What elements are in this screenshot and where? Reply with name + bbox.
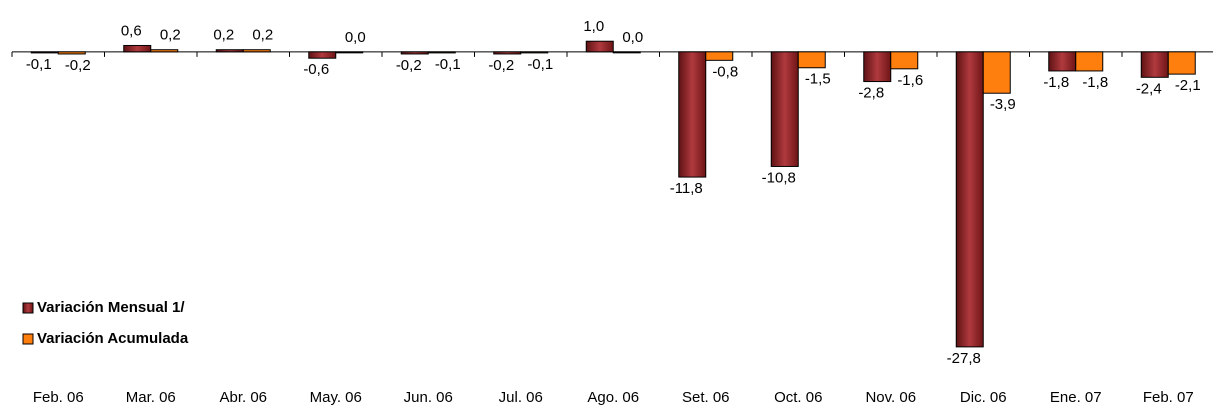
x-tick-label: Dic. 06 bbox=[960, 389, 1007, 406]
bar bbox=[30, 51, 59, 54]
x-tick-label: May. 06 bbox=[310, 389, 362, 406]
x-tick-label: Abr. 06 bbox=[219, 389, 267, 406]
value-label: -0,2 bbox=[65, 57, 91, 74]
value-label: 0,2 bbox=[252, 27, 273, 44]
value-label: -0,6 bbox=[303, 61, 329, 78]
value-label: -2,1 bbox=[1175, 77, 1201, 94]
value-label: 1,0 bbox=[583, 18, 604, 35]
bar bbox=[955, 51, 984, 348]
value-label: -1,8 bbox=[1082, 74, 1108, 91]
value-label: -0,2 bbox=[488, 57, 514, 74]
bar bbox=[1167, 51, 1196, 75]
legend-marker bbox=[22, 333, 34, 345]
x-tick-label: Ago. 06 bbox=[587, 389, 639, 406]
value-label: -0,8 bbox=[712, 63, 738, 80]
bar bbox=[520, 51, 549, 54]
x-tick-label: Oct. 06 bbox=[774, 389, 822, 406]
bar bbox=[612, 51, 641, 54]
value-label: -1,6 bbox=[897, 72, 923, 89]
value-label: -27,8 bbox=[947, 350, 981, 367]
bar bbox=[890, 51, 919, 70]
bar bbox=[493, 51, 522, 55]
value-label: -1,8 bbox=[1043, 74, 1069, 91]
bar bbox=[678, 51, 707, 178]
bar bbox=[797, 51, 826, 69]
bar bbox=[982, 51, 1011, 94]
bar bbox=[863, 51, 892, 83]
value-label: 0,2 bbox=[213, 27, 234, 44]
legend-label: Variación Acumulada bbox=[37, 330, 189, 347]
x-tick-label: Mar. 06 bbox=[126, 389, 176, 406]
value-label: -3,9 bbox=[990, 96, 1016, 113]
bar bbox=[57, 51, 86, 55]
bar bbox=[1048, 51, 1077, 72]
bar bbox=[1075, 51, 1104, 72]
value-label: -0,1 bbox=[527, 56, 553, 73]
value-label: -1,5 bbox=[805, 71, 831, 88]
value-label: 0,0 bbox=[345, 29, 366, 46]
bar bbox=[585, 40, 614, 53]
bar bbox=[308, 51, 337, 59]
bar bbox=[427, 51, 456, 54]
bar bbox=[400, 51, 429, 55]
value-label: -11,8 bbox=[670, 180, 703, 197]
x-tick-label: Feb. 06 bbox=[33, 389, 84, 406]
value-label: -0,1 bbox=[435, 56, 461, 73]
legend-label: Variación Mensual 1/ bbox=[37, 299, 185, 316]
value-label: -0,2 bbox=[396, 57, 422, 74]
x-tick-label: Ene. 07 bbox=[1050, 389, 1102, 406]
value-label: 0,2 bbox=[160, 27, 181, 44]
value-label: -0,1 bbox=[26, 56, 52, 73]
x-tick-label: Jun. 06 bbox=[404, 389, 453, 406]
value-label: 0,0 bbox=[622, 29, 643, 46]
value-label: -2,8 bbox=[858, 85, 884, 102]
x-tick-label: Nov. 06 bbox=[865, 389, 916, 406]
bar bbox=[242, 49, 271, 53]
bar bbox=[123, 44, 152, 53]
x-tick-label: Feb. 07 bbox=[1143, 389, 1194, 406]
legend-marker bbox=[22, 302, 34, 314]
value-label: 0,6 bbox=[121, 22, 142, 39]
bar bbox=[1140, 51, 1169, 78]
bar bbox=[705, 51, 734, 61]
x-tick-label: Set. 06 bbox=[682, 389, 730, 406]
bar bbox=[215, 49, 244, 53]
x-tick-label: Jul. 06 bbox=[499, 389, 543, 406]
bar bbox=[150, 49, 179, 53]
value-label: -2,4 bbox=[1136, 80, 1162, 97]
bar bbox=[770, 51, 799, 167]
value-label: -10,8 bbox=[762, 169, 796, 186]
bar bbox=[335, 51, 364, 54]
